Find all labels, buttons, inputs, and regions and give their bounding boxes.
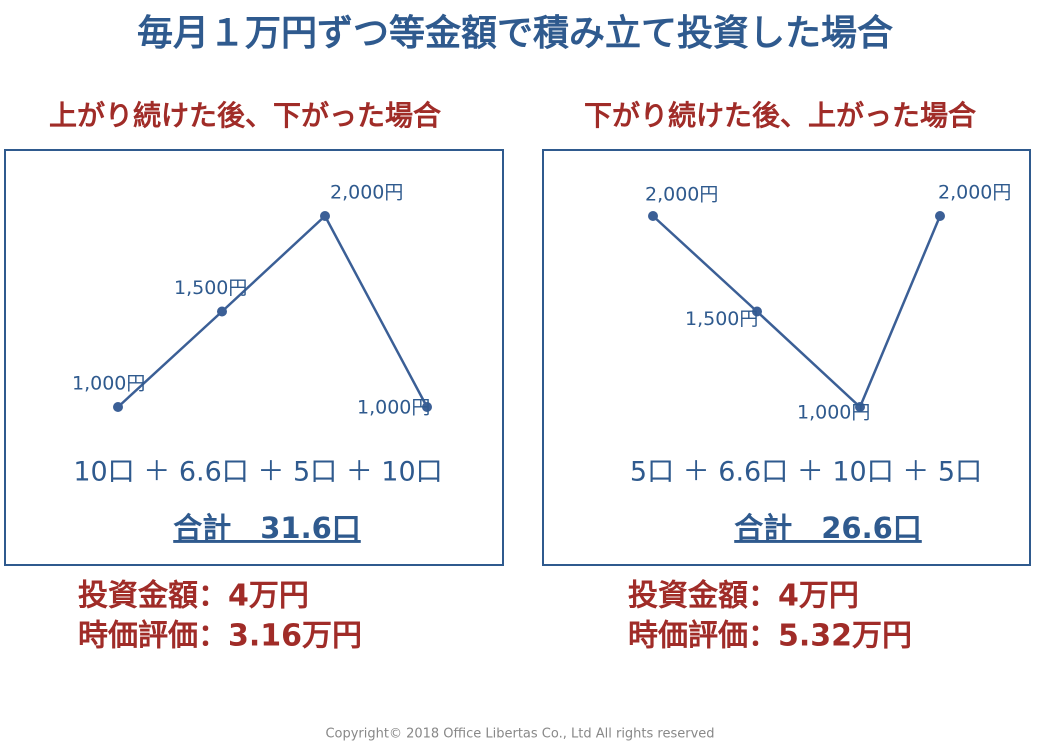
price-label: 1,000円	[797, 402, 870, 424]
investment-amount: 投資金額：4万円	[628, 579, 859, 614]
slide-title: 毎月１万円ずつ等金額で積み立て投資した場合	[137, 12, 893, 54]
price-point	[648, 211, 658, 221]
price-label: 1,500円	[685, 308, 758, 330]
price-point	[422, 402, 432, 412]
price-point	[855, 402, 865, 412]
units-total: 合計 26.6口	[734, 511, 922, 545]
panel-heading: 下がり続けた後、上がった場合	[584, 99, 977, 132]
units-formula: 10口 ＋ 6.6口 ＋ 5口 ＋ 10口	[73, 457, 442, 488]
copyright: Copyright© 2018 Office Libertas Co., Ltd…	[325, 727, 714, 742]
market-value: 時価評価：5.32万円	[628, 619, 912, 654]
price-label: 1,000円	[357, 397, 430, 419]
price-point	[113, 402, 123, 412]
price-point	[935, 211, 945, 221]
price-line	[117, 213, 429, 408]
panel-box	[4, 149, 504, 566]
price-label: 1,500円	[174, 277, 247, 299]
price-label: 1,000円	[72, 373, 145, 395]
price-point	[320, 211, 330, 221]
market-value: 時価評価：3.16万円	[78, 619, 362, 654]
units-formula: 5口 ＋ 6.6口 ＋ 10口 ＋ 5口	[630, 457, 982, 488]
units-total: 合計 31.6口	[173, 511, 361, 545]
panel-heading: 上がり続けた後、下がった場合	[49, 99, 442, 132]
price-line	[652, 215, 942, 410]
investment-amount: 投資金額：4万円	[78, 579, 309, 614]
price-label: 2,000円	[645, 184, 718, 206]
price-point	[752, 306, 762, 317]
price-label: 2,000円	[330, 182, 403, 204]
panel-box	[542, 149, 1031, 566]
price-point	[217, 306, 227, 317]
price-label: 2,000円	[938, 182, 1011, 204]
